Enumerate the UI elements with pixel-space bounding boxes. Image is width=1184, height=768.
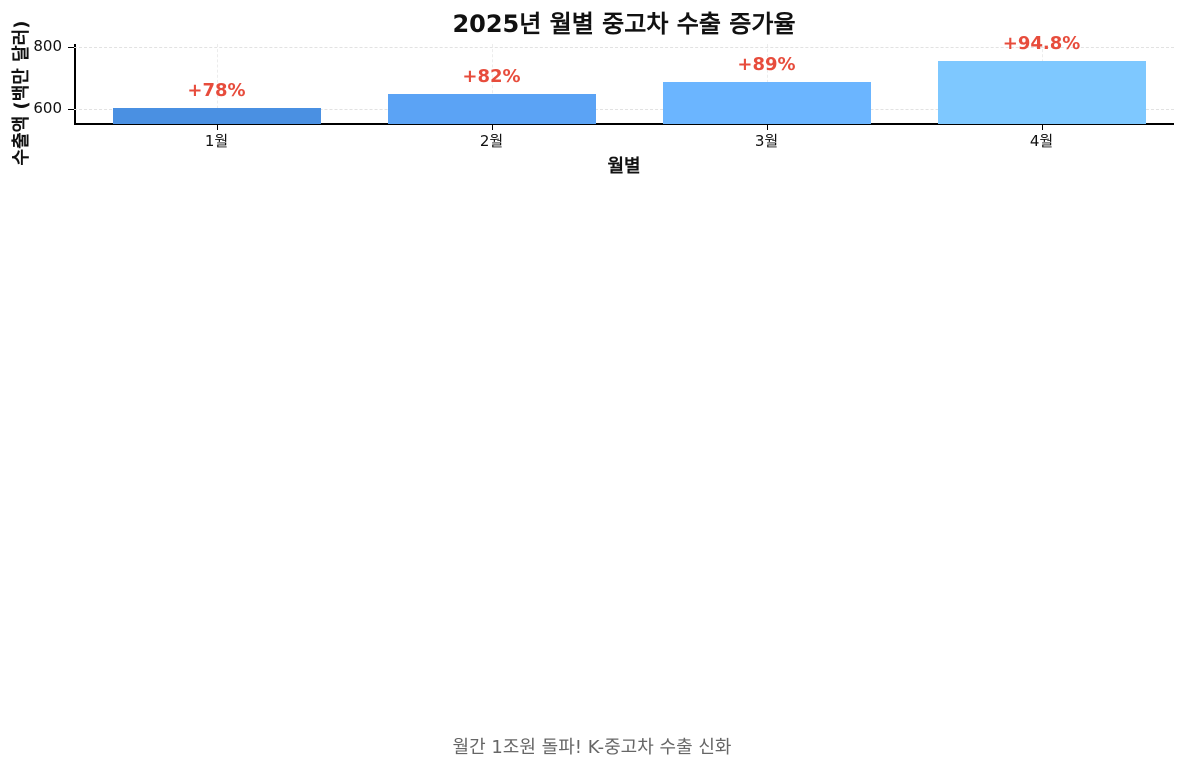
grid-line: [74, 109, 1174, 111]
y-tick-mark: [68, 109, 74, 111]
bar-annotation: +94.8%: [1002, 32, 1081, 54]
bar-3: [662, 81, 871, 124]
x-axis-line: [74, 123, 1174, 125]
x-axis-label: 월별: [607, 156, 641, 177]
grid-line: [216, 44, 218, 124]
bar-annotation: +82%: [462, 66, 521, 88]
x-tick-label: 3월: [754, 132, 779, 150]
bar-4: [937, 60, 1146, 124]
bar-annotation: +89%: [737, 53, 796, 75]
bar-annotation: +78%: [187, 79, 246, 101]
y-tick-mark: [68, 47, 74, 49]
grid-line: [74, 47, 1174, 49]
x-tick-label: 1월: [204, 132, 229, 150]
x-tick-mark: [216, 125, 218, 130]
chart-title: 2025년 월별 중고차 수출 증가율: [452, 10, 796, 38]
subtitle: 월간 1조원 돌파! K-중고차 수출 신화: [452, 737, 732, 758]
x-tick-mark: [1041, 125, 1043, 130]
bar-2: [387, 94, 596, 124]
grid-line: [491, 44, 493, 124]
y-tick-label: 800: [33, 37, 62, 56]
x-tick-mark: [766, 125, 768, 130]
y-axis-line: [74, 44, 76, 124]
x-tick-label: 4월: [1029, 132, 1054, 150]
plot-area: +78% +82% +89% +94.8%: [68, 33, 1174, 125]
bar-1: [112, 107, 321, 124]
x-tick-mark: [491, 125, 493, 130]
x-tick-label: 2월: [479, 132, 504, 150]
y-tick-label: 600: [33, 99, 62, 118]
